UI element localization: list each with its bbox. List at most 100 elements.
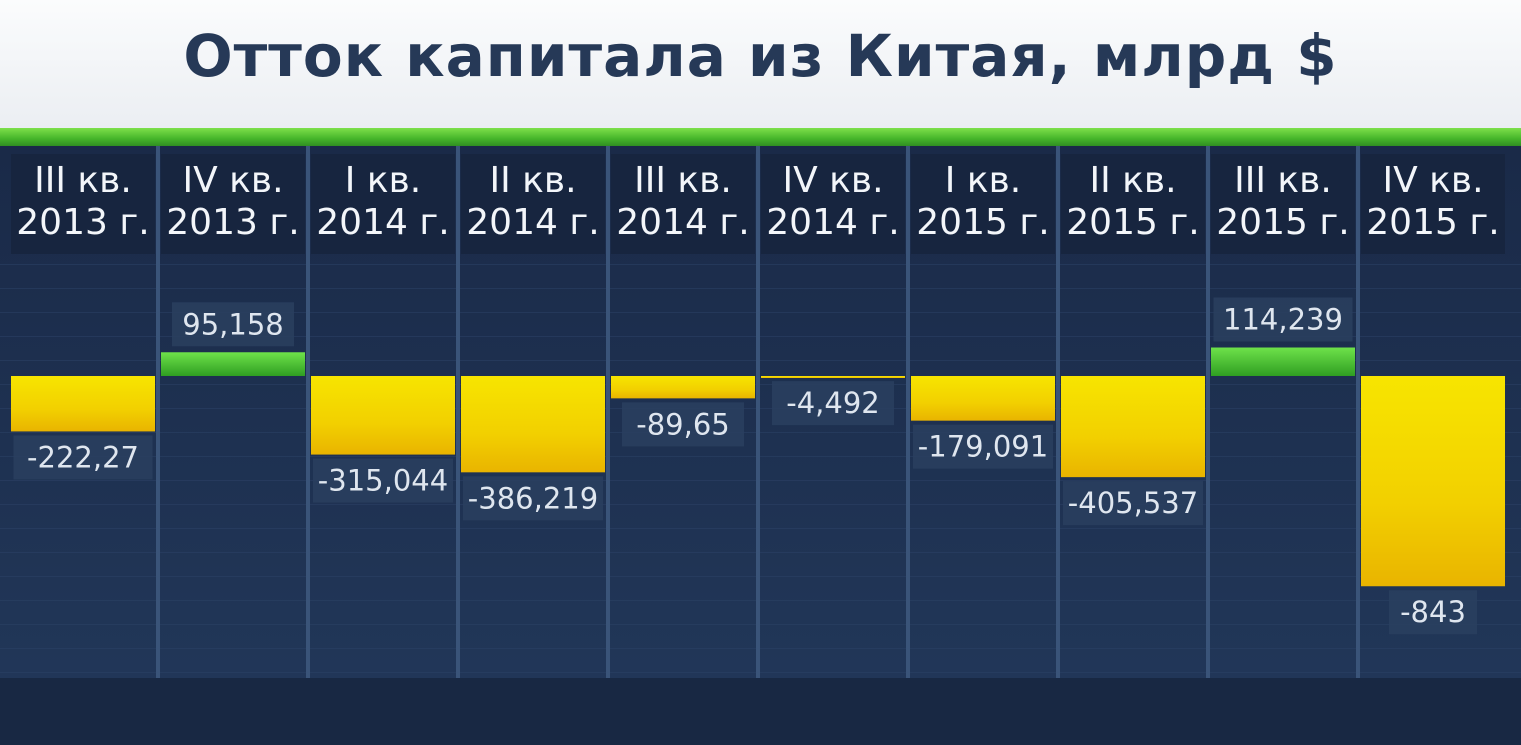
category-label: 2014 г. [316, 202, 449, 243]
negative-bar [761, 376, 905, 378]
negative-bar [1361, 376, 1505, 587]
value-label-bg [172, 302, 294, 347]
stripe-line [0, 360, 1521, 361]
value-label-bg [313, 458, 453, 503]
stripe-line [0, 264, 1521, 265]
category-header [161, 154, 305, 254]
category-header [761, 154, 905, 254]
stripe-line [0, 600, 1521, 601]
background-stripes [0, 264, 1521, 673]
positive-bar [1211, 347, 1355, 376]
value-label-bg [1213, 297, 1353, 342]
stripe-line [0, 432, 1521, 433]
category-header [911, 154, 1055, 254]
negative-bar [1061, 376, 1205, 478]
positive-bar [161, 352, 305, 376]
stripe-line [0, 624, 1521, 625]
chart-column: III кв.2013 г. -222,27 [11, 154, 155, 480]
category-label: 2015 г. [1216, 202, 1349, 243]
category-header [1361, 154, 1505, 254]
stripe-line [0, 312, 1521, 313]
chart-column: II кв.2015 г. -405,537 [1056, 146, 1205, 678]
stripe-line [0, 552, 1521, 553]
footer-band [0, 678, 1521, 745]
category-label: 2014 г. [766, 202, 899, 243]
value-label-bg [622, 402, 744, 447]
stripe-line [0, 672, 1521, 673]
negative-bar [911, 376, 1055, 421]
chart-column: I кв.2014 г. -315,044 [306, 146, 455, 678]
title-band [0, 0, 1521, 128]
category-label: II кв. [489, 160, 576, 201]
category-label: I кв. [945, 160, 1021, 201]
negative-bar [11, 376, 155, 432]
column-divider [906, 146, 910, 678]
value-label: 95,158 [182, 307, 283, 341]
chart-column: III кв.2015 г. 114,239 [1206, 146, 1355, 678]
category-label: 2015 г. [1366, 202, 1499, 243]
value-label: -843 [1400, 595, 1466, 629]
category-header [1211, 154, 1355, 254]
column-divider [306, 146, 310, 678]
value-label-bg [913, 424, 1053, 469]
value-label: -4,492 [786, 386, 880, 420]
category-label: I кв. [345, 160, 421, 201]
category-header [311, 154, 455, 254]
value-label: -222,27 [27, 440, 139, 474]
column-divider [1206, 146, 1210, 678]
category-label: IV кв. [782, 160, 883, 201]
value-label: -315,044 [318, 464, 448, 498]
category-label: IV кв. [182, 160, 283, 201]
category-label: 2015 г. [1066, 202, 1199, 243]
stripe-line [0, 504, 1521, 505]
category-label: III кв. [634, 160, 732, 201]
category-label: III кв. [1234, 160, 1332, 201]
chart-title: Отток капитала из Китая, млрд $ [183, 22, 1338, 90]
category-header [611, 154, 755, 254]
negative-bar [611, 376, 755, 399]
chart-column: IV кв.2013 г. 95,158 [156, 146, 305, 678]
column-divider [156, 146, 160, 678]
stripe-line [0, 648, 1521, 649]
category-label: II кв. [1089, 160, 1176, 201]
stripe-line [0, 576, 1521, 577]
value-label-bg [463, 476, 603, 521]
column-divider [1056, 146, 1060, 678]
column-divider [456, 146, 460, 678]
stripe-line [0, 456, 1521, 457]
value-label-bg [1063, 481, 1203, 526]
category-label: 2015 г. [916, 202, 1049, 243]
column-divider [606, 146, 610, 678]
category-label: 2013 г. [16, 202, 149, 243]
chart-column: I кв.2015 г. -179,091 [906, 146, 1055, 678]
stripe-line [0, 528, 1521, 529]
value-label: 114,239 [1223, 303, 1343, 337]
category-header [461, 154, 605, 254]
chart-column: II кв.2014 г. -386,219 [456, 146, 605, 678]
accent-rule [0, 128, 1521, 146]
column-divider [1356, 146, 1360, 678]
chart-column: IV кв.2014 г. -4,492 [756, 146, 905, 678]
chart-column: III кв.2014 г. -89,65 [606, 146, 755, 678]
stripe-line [0, 384, 1521, 385]
category-label: 2014 г. [466, 202, 599, 243]
negative-bar [311, 376, 455, 455]
value-label-bg [772, 381, 894, 426]
category-label: 2013 г. [166, 202, 299, 243]
value-label: -405,537 [1068, 486, 1198, 520]
column-divider [756, 146, 760, 678]
stripe-line [0, 336, 1521, 337]
value-label: -386,219 [468, 481, 598, 515]
stripe-line [0, 408, 1521, 409]
category-label: 2014 г. [616, 202, 749, 243]
value-label-bg [13, 435, 153, 480]
value-label: -179,091 [918, 430, 1048, 464]
value-label: -89,65 [636, 407, 730, 441]
category-label: III кв. [34, 160, 132, 201]
negative-bar [461, 376, 605, 473]
category-header [11, 154, 155, 254]
stripe-line [0, 288, 1521, 289]
